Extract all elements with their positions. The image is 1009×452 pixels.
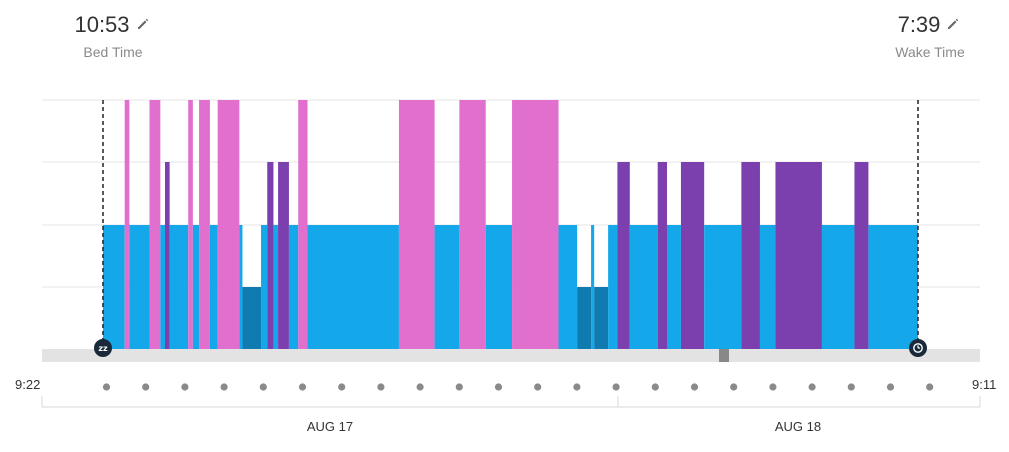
- bed-time-value: 10:53: [74, 12, 130, 37]
- sleep-stage-bar-light: [704, 225, 742, 349]
- sleep-stage-bar-deep: [577, 287, 592, 349]
- wake-time-label: Wake Time: [895, 44, 965, 60]
- sleep-stage-bar-awake: [199, 100, 210, 349]
- timeline-dot: [808, 383, 816, 391]
- sleep-stage-bar-light: [868, 225, 918, 349]
- sleep-stage-bar-light: [759, 225, 776, 349]
- sleep-stage-bar-light: [485, 225, 513, 349]
- timeline-baseline: [42, 349, 980, 362]
- sleep-stage-bar-light: [239, 225, 243, 349]
- sleep-stage-bar-light: [558, 225, 578, 349]
- sleep-stage-bar-light: [261, 225, 268, 349]
- timeline-dot: [651, 383, 659, 391]
- sleep-stage-bar-awake: [124, 100, 130, 349]
- date-label-aug-18: AUG 18: [774, 419, 822, 434]
- sleep-stage-bar-light: [821, 225, 855, 349]
- timeline-scrub-handle[interactable]: [719, 349, 729, 362]
- sleep-stage-bar-rem: [741, 162, 760, 349]
- sleep-stage-bar-awake: [398, 100, 435, 349]
- sleep-stage-bar-awake: [217, 100, 240, 349]
- sleep-stage-bar-awake: [459, 100, 486, 349]
- timeline-dot: [455, 383, 463, 391]
- sleep-stage-bar-awake: [298, 100, 308, 349]
- timeline-dot: [142, 383, 150, 391]
- sleep-stage-bar-light: [129, 225, 150, 349]
- timeline-dot: [220, 383, 228, 391]
- edit-pencil-icon[interactable]: [136, 17, 152, 33]
- sleep-stage-bar-rem: [278, 162, 289, 349]
- sleep-stage-bar-awake: [188, 100, 193, 349]
- sleep-stage-bar-rem: [680, 162, 705, 349]
- sleep-stage-bar-light: [591, 225, 595, 349]
- svg-text:zz: zz: [98, 344, 108, 353]
- sleep-stage-bar-rem: [164, 162, 170, 349]
- sleep-stage-bar-light: [608, 225, 618, 349]
- sleep-stage-bars: [103, 100, 918, 349]
- timeline-dot: [298, 383, 307, 391]
- alarm-clock-icon[interactable]: [909, 339, 927, 357]
- sleep-stage-bar-deep: [594, 287, 609, 349]
- timeline-dot: [847, 383, 855, 391]
- timeline-dot: [573, 383, 581, 391]
- edit-pencil-icon[interactable]: [946, 17, 962, 33]
- sleep-stage-bar-rem: [617, 162, 630, 349]
- sleep-stage-bar-light: [273, 225, 279, 349]
- timeline-dot: [769, 383, 777, 391]
- sleep-stage-bar-light: [629, 225, 658, 349]
- sleep-stage-bar-light: [288, 225, 299, 349]
- bed-time-label: Bed Time: [83, 44, 143, 60]
- date-label-aug-17: AUG 17: [306, 419, 354, 434]
- sleep-stage-bar-deep: [242, 287, 262, 349]
- sleep-stage-bar-light: [169, 225, 189, 349]
- sleep-stage-bar-rem: [775, 162, 822, 349]
- bed-time-block: 10:53 Bed Time: [68, 12, 158, 60]
- timeline-dot: [886, 383, 895, 391]
- sleep-stage-bar-awake: [512, 100, 559, 349]
- sleep-stage-bar-rem: [267, 162, 274, 349]
- timeline-dot: [494, 383, 503, 391]
- sleep-stage-bar-light: [209, 225, 218, 349]
- timeline-dot: [259, 383, 267, 391]
- wake-time-block: 7:39 Wake Time: [880, 12, 980, 60]
- sleep-stage-bar-rem: [854, 162, 869, 349]
- timeline-hour-dots: [102, 383, 934, 391]
- timeline-dot: [730, 383, 738, 391]
- timeline-axis: [41, 396, 981, 408]
- sleep-stage-bar-light: [103, 225, 125, 349]
- timeline-dot: [416, 383, 424, 391]
- sleep-stage-bar-light: [192, 225, 200, 349]
- wake-time-value: 7:39: [897, 12, 941, 37]
- timeline-dot: [338, 383, 346, 391]
- timeline-dot: [377, 383, 385, 391]
- sleep-stage-bar-light: [434, 225, 460, 349]
- sleep-zz-icon[interactable]: zz: [94, 339, 112, 357]
- axis-start-label: 9:22: [15, 377, 41, 392]
- sleep-stage-bar-light: [307, 225, 399, 349]
- timeline-dot: [690, 383, 699, 391]
- sleep-stage-bar-rem: [657, 162, 667, 349]
- timeline-dot: [102, 383, 111, 391]
- sleep-stage-bar-awake: [149, 100, 161, 349]
- timeline-dot: [181, 383, 189, 391]
- timeline-dot: [612, 383, 620, 391]
- sleep-stage-bar-light: [666, 225, 681, 349]
- timeline-dot: [534, 383, 542, 391]
- axis-end-label: 9:11: [972, 377, 997, 392]
- sleep-stage-bar-light: [160, 225, 165, 349]
- timeline-dot: [926, 383, 934, 391]
